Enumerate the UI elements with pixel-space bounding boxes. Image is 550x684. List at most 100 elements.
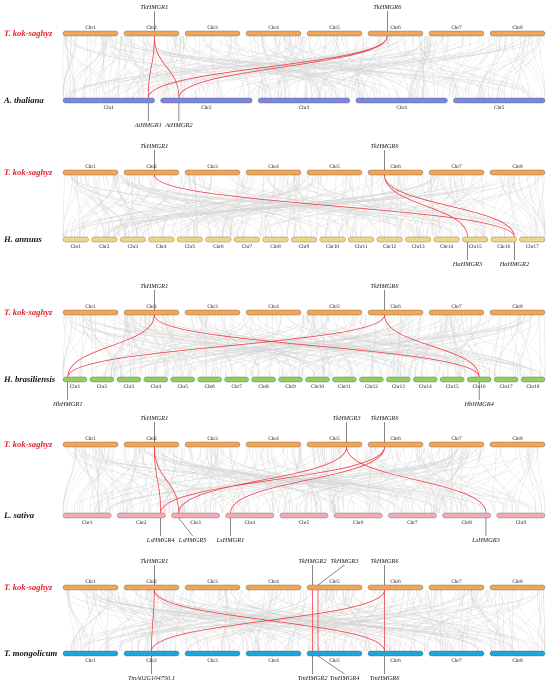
collinear-block-link — [229, 35, 456, 99]
collinear-block-link — [139, 314, 167, 378]
collinear-block-link — [125, 174, 153, 238]
bottom-chromosome — [367, 650, 424, 657]
collinear-block-link — [454, 314, 456, 378]
collinear-block-link — [76, 446, 105, 514]
collinear-block-link — [221, 174, 289, 238]
collinear-block-link — [514, 174, 538, 238]
collinear-block-link — [201, 314, 473, 378]
bottom-chromosome — [305, 376, 330, 383]
collinear-block-link — [438, 446, 469, 514]
collinear-block-link — [359, 589, 398, 652]
collinear-block-link — [507, 589, 513, 652]
chromosome-label: Chr2 — [201, 105, 212, 111]
collinear-block-link — [148, 174, 170, 238]
gene-label: TkHMGR1 — [140, 4, 168, 11]
collinear-block-link — [117, 35, 121, 99]
hmgr-homolog-link — [147, 35, 155, 99]
collinear-block-link — [285, 35, 299, 99]
collinear-block-link — [210, 314, 520, 378]
collinear-block-link — [90, 314, 93, 378]
collinear-block-link — [411, 35, 529, 99]
collinear-block-link — [126, 446, 138, 514]
chromosome-label: Chr4 — [396, 105, 407, 111]
collinear-block-link — [497, 35, 538, 99]
collinear-block-link — [371, 446, 414, 514]
collinear-block-link — [332, 589, 347, 652]
collinear-block-link — [217, 589, 332, 652]
collinear-block-link — [122, 446, 145, 514]
collinear-block-link — [295, 446, 339, 514]
chromosome-label: Chr4 — [268, 579, 279, 585]
collinear-block-link — [194, 174, 199, 238]
collinear-block-link — [284, 35, 321, 99]
bottom-chromosome — [355, 97, 448, 104]
collinear-block-link — [348, 35, 368, 99]
collinear-block-link — [80, 174, 116, 238]
collinear-block-link — [172, 314, 416, 378]
collinear-block-link — [134, 174, 161, 238]
collinear-block-link — [89, 589, 102, 652]
chromosome-label: Chr1 — [85, 304, 96, 310]
collinear-block-link — [257, 35, 267, 99]
chromosome-label: Chr5 — [329, 25, 340, 31]
collinear-block-link — [417, 174, 460, 238]
gene-label: TkHMGR1 — [140, 143, 168, 150]
collinear-block-link — [105, 314, 150, 378]
collinear-block-link — [322, 446, 370, 514]
collinear-block-link — [140, 314, 146, 378]
collinear-block-link — [165, 35, 182, 99]
gene-leader-line — [317, 564, 345, 586]
collinear-block-link — [451, 174, 459, 238]
collinear-block-link — [323, 314, 326, 378]
collinear-block-link — [80, 589, 94, 652]
collinear-block-link — [494, 446, 529, 514]
collinear-block-link — [259, 174, 299, 238]
collinear-block-link — [378, 446, 383, 514]
collinear-block-link — [479, 35, 507, 99]
collinear-block-link — [75, 446, 366, 514]
collinear-block-link — [399, 589, 409, 652]
collinear-block-link — [308, 35, 337, 99]
gene-label: TmHMGR4 — [330, 675, 361, 682]
collinear-block-link — [390, 314, 410, 378]
collinear-block-link — [410, 314, 450, 378]
collinear-block-link — [436, 446, 465, 514]
gene-label: TkHMGR6 — [373, 4, 402, 11]
collinear-block-link — [257, 314, 445, 378]
top-chromosome — [62, 441, 119, 448]
chromosome-label: Chr3 — [207, 579, 218, 585]
collinear-block-link — [159, 35, 440, 99]
synteny-panel: Chr1 Chr2 Chr3 Chr4 Chr5 Chr6 Chr7 Chr8 T. kok-s… — [3, 283, 546, 408]
chromosome-label: Chr3 — [128, 244, 139, 250]
collinear-block-link — [155, 314, 175, 378]
collinear-block-link — [162, 589, 207, 652]
collinear-block-link — [122, 174, 477, 238]
collinearity-background — [62, 35, 546, 99]
collinear-block-link — [230, 446, 271, 514]
collinear-block-link — [411, 589, 479, 652]
chromosome-label: Chr3 — [299, 105, 310, 111]
collinear-block-link — [261, 446, 275, 514]
top-chromosome — [245, 309, 302, 316]
chromosome-label: Chr7 — [451, 579, 462, 585]
collinear-block-link — [333, 314, 381, 378]
chromosome-label: Chr7 — [407, 520, 418, 526]
collinear-block-link — [74, 446, 115, 514]
collinear-block-link — [98, 446, 137, 514]
collinear-block-link — [396, 35, 432, 99]
collinear-block-link — [120, 589, 137, 652]
top-chromosome — [367, 584, 424, 591]
collinear-block-link — [148, 314, 170, 378]
collinear-block-link — [514, 589, 546, 652]
collinear-block-link — [106, 174, 507, 238]
top-chromosome — [123, 169, 180, 176]
collinear-block-link — [367, 589, 487, 652]
chromosome-label: Chr5 — [178, 384, 189, 390]
top-chromosome — [428, 441, 485, 448]
collinear-block-link — [328, 589, 353, 652]
collinear-block-link — [182, 35, 224, 99]
bottom-chromosome — [119, 236, 146, 243]
collinear-block-link — [536, 446, 546, 514]
chromosome-label: Chr10 — [311, 384, 324, 390]
gene-label: AtHMGR1 — [134, 122, 162, 129]
